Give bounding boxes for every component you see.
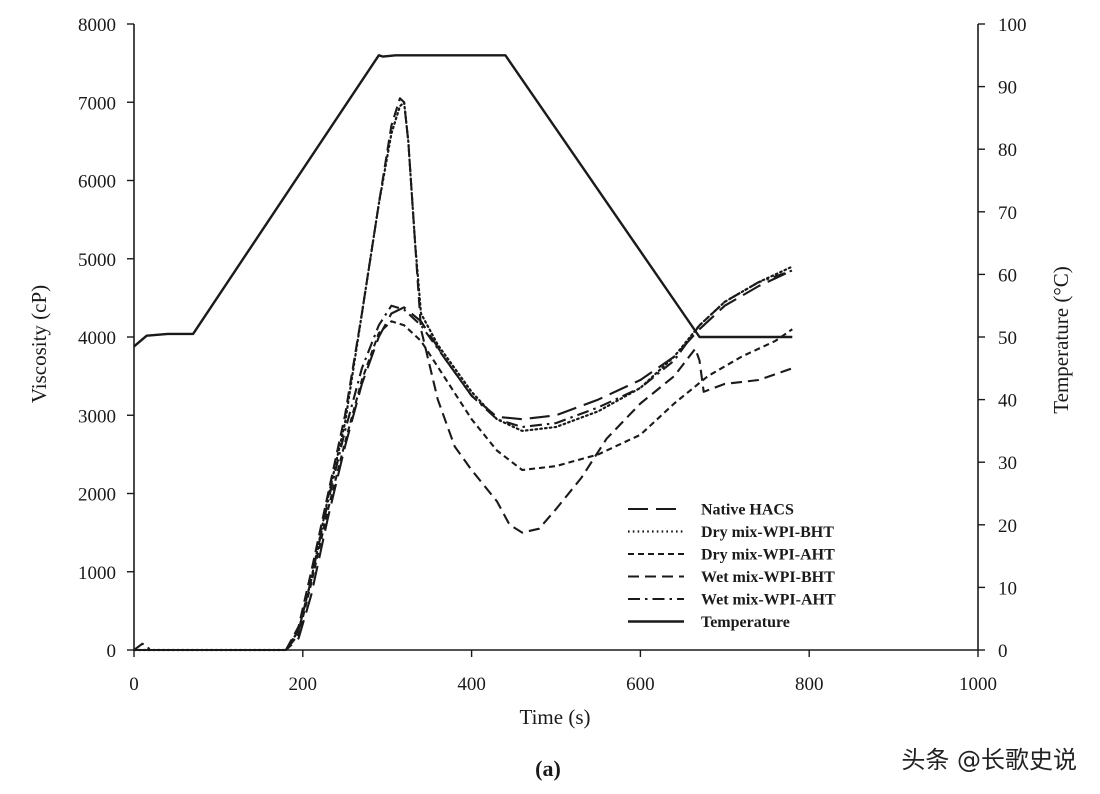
- plot-area: [132, 54, 794, 652]
- y-tick-left-label: 5000: [78, 250, 116, 271]
- y-tick-left-label: 1000: [78, 563, 116, 584]
- legend-label: Dry mix-WPI-BHT: [701, 524, 834, 541]
- x-tick-label: 800: [795, 674, 824, 695]
- series-line-wet-mix-wpi-bht: [134, 97, 793, 652]
- y-tick-left-label: 0: [107, 641, 117, 662]
- y-tick-right-label: 90: [998, 78, 1017, 99]
- legend-label: Wet mix-WPI-BHT: [701, 569, 835, 586]
- series-line-dry-mix-wpi-aht: [134, 320, 793, 652]
- y-tick-right-label: 60: [998, 265, 1017, 286]
- y-axis-left-title: Viscosity (cP): [27, 285, 51, 403]
- series-line-wet-mix-wpi-aht: [133, 269, 793, 652]
- y-tick-left-label: 4000: [78, 328, 116, 349]
- y-tick-right-label: 50: [998, 328, 1017, 349]
- x-axis-title: Time (s): [520, 705, 591, 729]
- x-tick-label: 400: [457, 674, 486, 695]
- y-tick-right-label: 20: [998, 516, 1017, 537]
- y-tick-right-label: 0: [998, 641, 1008, 662]
- y-tick-right-label: 30: [998, 453, 1017, 474]
- x-tick-label: 200: [289, 674, 318, 695]
- legend-label: Native HACS: [701, 502, 794, 519]
- series-line-temperature: [133, 54, 793, 348]
- legend-label: Wet mix-WPI-AHT: [701, 592, 836, 609]
- panel-label: (a): [535, 756, 561, 781]
- series-line-dry-mix-wpi-bht: [132, 101, 794, 652]
- watermark: 头条 @长歌史说: [901, 746, 1077, 774]
- y-tick-right-label: 70: [998, 203, 1017, 224]
- y-tick-right-label: 100: [998, 15, 1027, 36]
- y-tick-left-label: 2000: [78, 485, 116, 506]
- y-tick-left-label: 3000: [78, 406, 116, 427]
- y-tick-left-label: 7000: [78, 93, 116, 114]
- legend-label: Dry mix-WPI-AHT: [701, 547, 835, 564]
- x-tick-label: 0: [129, 674, 139, 695]
- y-tick-right-label: 40: [998, 391, 1017, 412]
- y-tick-left-label: 6000: [78, 172, 116, 193]
- y-tick-right-label: 10: [998, 578, 1017, 599]
- x-tick-label: 1000: [959, 674, 997, 695]
- x-tick-label: 600: [626, 674, 655, 695]
- legend-label: Temperature: [701, 614, 790, 631]
- legend: Native HACS Dry mix-WPI-BHT Dry mix-WPI-AH…: [628, 502, 836, 631]
- y-tick-left-label: 8000: [78, 15, 116, 36]
- y-axis-right-title: Temperature (°C): [1049, 266, 1073, 413]
- axes: 0 200 400 600 800 100001000200030004000500060…: [78, 15, 1027, 695]
- y-tick-right-label: 80: [998, 140, 1017, 161]
